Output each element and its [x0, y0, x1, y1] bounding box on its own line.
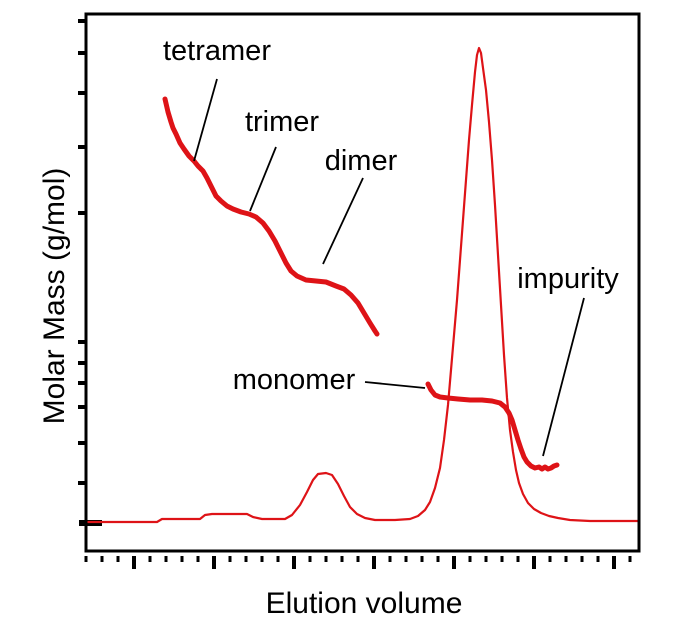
- x-minor-tick: [340, 556, 344, 562]
- x-minor-tick: [580, 556, 584, 562]
- x-minor-tick: [180, 556, 184, 562]
- curve-molar-mass-monomer-impurity: [425, 381, 560, 472]
- x-minor-tick: [548, 556, 552, 562]
- x-minor-tick: [244, 556, 248, 562]
- y-minor-tick: [78, 19, 86, 23]
- leader-line-dimer: [322, 177, 364, 265]
- x-minor-tick: [404, 556, 408, 562]
- x-minor-tick: [484, 556, 488, 562]
- x-minor-tick: [164, 556, 168, 562]
- y-minor-tick: [78, 481, 86, 485]
- x-minor-tick: [596, 556, 600, 562]
- x-minor-tick: [516, 556, 520, 562]
- plot-frame: [84, 12, 641, 553]
- x-minor-tick: [228, 556, 232, 562]
- x-minor-tick: [356, 556, 360, 562]
- y-minor-tick: [78, 51, 86, 55]
- x-minor-tick: [260, 556, 264, 562]
- y-axis-title: Molar Mass (g/mol): [38, 168, 71, 425]
- x-major-tick: [212, 556, 216, 569]
- y-minor-tick: [78, 145, 86, 149]
- x-major-tick: [132, 556, 136, 569]
- x-minor-tick: [500, 556, 504, 562]
- leader-line-tetramer: [193, 78, 218, 162]
- x-minor-tick: [148, 556, 152, 562]
- x-minor-tick: [420, 556, 424, 562]
- y-minor-tick: [78, 441, 86, 445]
- data-curves: [86, 46, 640, 524]
- annotation-impurity: impurity: [517, 263, 619, 295]
- y-minor-tick: [78, 405, 86, 409]
- annotation-trimer: trimer: [245, 106, 319, 138]
- x-minor-tick: [324, 556, 328, 562]
- y-minor-tick: [78, 381, 86, 385]
- leader-line-impurity: [542, 297, 585, 457]
- y-minor-tick: [78, 361, 86, 365]
- curve-chromatogram: [86, 46, 640, 524]
- x-minor-tick: [100, 556, 104, 562]
- x-minor-tick: [84, 556, 88, 562]
- x-minor-tick: [308, 556, 312, 562]
- x-minor-tick: [468, 556, 472, 562]
- x-major-tick: [612, 556, 616, 569]
- x-axis-title: Elution volume: [266, 587, 463, 620]
- x-minor-tick: [436, 556, 440, 562]
- y-minor-tick: [78, 340, 86, 344]
- x-major-tick: [372, 556, 376, 569]
- x-major-tick: [452, 556, 456, 569]
- x-minor-tick: [116, 556, 120, 562]
- y-minor-tick: [78, 211, 86, 215]
- leader-line-trimer: [249, 146, 277, 212]
- x-minor-tick: [276, 556, 280, 562]
- annotation-dimer: dimer: [325, 145, 398, 177]
- x-minor-tick: [628, 556, 632, 562]
- x-minor-tick: [196, 556, 200, 562]
- annotation-tetramer: tetramer: [163, 35, 271, 67]
- leader-line-monomer: [364, 381, 426, 389]
- y-minor-tick: [78, 91, 86, 95]
- x-major-tick: [532, 556, 536, 569]
- x-minor-tick: [564, 556, 568, 562]
- curve-molar-mass-oligomers: [162, 96, 380, 337]
- x-minor-tick: [388, 556, 392, 562]
- x-major-tick: [292, 556, 296, 569]
- annotation-monomer: monomer: [233, 364, 356, 396]
